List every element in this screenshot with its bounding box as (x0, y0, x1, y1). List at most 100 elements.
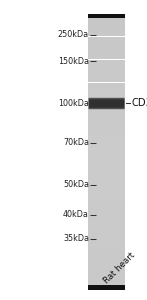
Bar (88, 92, 125, 94)
Bar (88, 59, 125, 62)
Bar (88, 44, 125, 46)
Bar (88, 62, 125, 64)
Bar (88, 204, 125, 207)
Bar (88, 232, 125, 234)
Bar (88, 108, 125, 110)
Bar (88, 50, 125, 52)
Bar (88, 190, 125, 193)
Bar (88, 119, 125, 122)
Bar (88, 218, 125, 220)
Bar (88, 172, 125, 175)
Bar (88, 168, 125, 170)
Bar (88, 32, 125, 34)
Bar (88, 18, 125, 20)
Bar (88, 89, 125, 92)
Bar (88, 225, 125, 227)
Bar (88, 25, 125, 27)
Bar (88, 145, 125, 147)
Bar (88, 269, 125, 271)
Bar (88, 276, 125, 278)
FancyBboxPatch shape (88, 98, 125, 109)
Bar (88, 186, 125, 188)
Bar (88, 55, 125, 57)
Bar (88, 244, 125, 246)
Bar (88, 34, 125, 37)
Bar (88, 177, 125, 179)
Bar (88, 195, 125, 197)
Bar (88, 14, 125, 18)
Bar (88, 246, 125, 248)
Bar (88, 273, 125, 276)
Text: 35kDa: 35kDa (63, 234, 89, 243)
Bar (88, 140, 125, 142)
Bar (88, 48, 125, 50)
Bar (88, 197, 125, 200)
Text: 70kDa: 70kDa (63, 138, 89, 147)
Bar (88, 227, 125, 230)
Bar (88, 46, 125, 48)
Bar (88, 27, 125, 30)
Bar (88, 230, 125, 232)
Bar (88, 20, 125, 23)
Bar (88, 30, 125, 32)
Bar (88, 253, 125, 255)
Text: 50kDa: 50kDa (63, 180, 89, 189)
Bar (88, 152, 125, 154)
Bar (88, 110, 125, 112)
Bar (88, 156, 125, 158)
Bar (88, 154, 125, 156)
Bar (88, 126, 125, 128)
Text: Rat heart: Rat heart (102, 250, 136, 285)
Bar (88, 202, 125, 204)
Bar (88, 209, 125, 211)
Bar (88, 216, 125, 218)
Bar (88, 66, 125, 69)
Bar (88, 149, 125, 152)
Bar (88, 163, 125, 165)
Bar (88, 124, 125, 126)
Bar (88, 239, 125, 241)
Bar (88, 147, 125, 149)
Bar (88, 266, 125, 269)
Bar (88, 248, 125, 250)
Text: CD34: CD34 (132, 98, 147, 109)
Bar (88, 165, 125, 168)
Bar (88, 255, 125, 257)
Text: 100kDa: 100kDa (58, 99, 89, 108)
Bar (88, 220, 125, 223)
Bar (88, 158, 125, 161)
Bar (88, 223, 125, 225)
Bar (88, 87, 125, 89)
Bar (88, 128, 125, 131)
Bar (88, 80, 125, 83)
Text: 150kDa: 150kDa (58, 57, 89, 66)
Bar (88, 278, 125, 280)
FancyBboxPatch shape (89, 99, 124, 108)
Bar (88, 64, 125, 66)
Bar (88, 142, 125, 145)
Bar (88, 78, 125, 80)
Bar (88, 285, 125, 287)
Bar (88, 37, 125, 39)
Bar (88, 184, 125, 186)
Bar (88, 16, 125, 18)
Bar (88, 250, 125, 253)
Bar (88, 99, 125, 101)
Bar (88, 14, 125, 16)
Bar (88, 200, 125, 202)
Bar (88, 138, 125, 140)
Bar (88, 257, 125, 260)
Bar (88, 96, 125, 99)
Bar (88, 214, 125, 216)
Bar (88, 39, 125, 41)
Bar (88, 182, 125, 184)
Bar (88, 280, 125, 283)
Bar (88, 207, 125, 209)
Bar (88, 170, 125, 172)
Text: 40kDa: 40kDa (63, 210, 89, 219)
Bar (88, 135, 125, 138)
Bar (88, 264, 125, 266)
Bar (88, 76, 125, 78)
Bar (88, 271, 125, 273)
Bar (88, 161, 125, 163)
